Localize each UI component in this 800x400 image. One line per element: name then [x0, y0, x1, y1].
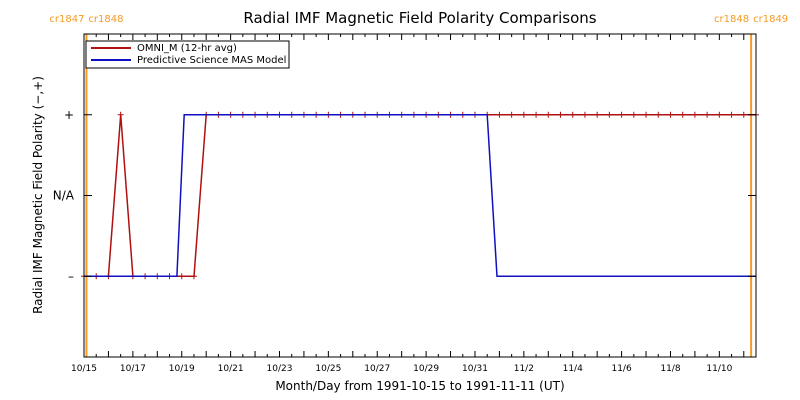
x-tick-label: 10/31	[462, 364, 488, 374]
series-point	[117, 111, 124, 118]
series-point	[667, 111, 674, 118]
series-point	[190, 273, 197, 280]
x-tick-label: 11/2	[514, 364, 534, 374]
carrington-label-left: cr1848	[714, 14, 749, 25]
series-point	[716, 111, 723, 118]
x-tick-label: 10/17	[120, 364, 146, 374]
carrington-label-right: cr1849	[753, 14, 788, 25]
x-tick-label: 10/25	[315, 364, 341, 374]
y-axis-label: Radial IMF Magnetic Field Polarity (−,+)	[31, 76, 45, 314]
x-tick-label: 10/19	[169, 364, 195, 374]
x-tick-label: 11/4	[563, 364, 583, 374]
x-tick-label: 10/15	[71, 364, 97, 374]
series-point	[691, 111, 698, 118]
series-point	[520, 111, 527, 118]
x-axis-label: Month/Day from 1991-10-15 to 1991-11-11 …	[275, 379, 564, 393]
series-point	[581, 111, 588, 118]
x-tick-label: 10/29	[413, 364, 439, 374]
x-tick-label: 10/21	[218, 364, 244, 374]
x-tick-label: 11/6	[611, 364, 631, 374]
y-tick-label: +	[64, 108, 74, 122]
legend: OMNI_M (12-hr avg) Predictive Science MA…	[85, 40, 290, 69]
series-point	[178, 273, 185, 280]
series-point	[496, 111, 503, 118]
series-point	[630, 111, 637, 118]
series-point	[533, 111, 540, 118]
series-point	[728, 111, 735, 118]
series-line-0	[84, 114, 756, 278]
series-point	[557, 111, 564, 118]
series-point	[594, 111, 601, 118]
series-point	[618, 111, 625, 118]
series-point	[569, 111, 576, 118]
series-point	[545, 111, 552, 118]
series-point	[740, 111, 747, 118]
y-tick-label: –	[68, 269, 74, 283]
carrington-label-right: cr1848	[88, 14, 123, 25]
series-point	[643, 111, 650, 118]
carrington-label-left: cr1847	[49, 14, 84, 25]
series-point	[679, 111, 686, 118]
plot-frame	[83, 33, 757, 358]
chart-title: Radial IMF Magnetic Field Polarity Compa…	[243, 9, 596, 27]
series-line-1	[84, 114, 756, 278]
y-axis-ticks: + N/A –	[53, 33, 756, 358]
series-point	[606, 111, 613, 118]
legend-label-omni: OMNI_M (12-hr avg)	[137, 43, 237, 54]
x-tick-label: 11/8	[660, 364, 680, 374]
x-tick-label: 10/23	[267, 364, 293, 374]
series-point	[704, 111, 711, 118]
series-layer	[81, 111, 759, 280]
legend-box	[85, 40, 290, 69]
y-tick-label: N/A	[53, 189, 75, 203]
series-point	[508, 111, 515, 118]
x-tick-label: 11/10	[706, 364, 732, 374]
x-axis-ticks: 10/15 10/17 10/19 10/21 10/23 10/25 10/27 10/29…	[71, 34, 757, 374]
legend-label-model: Predictive Science MAS Model	[137, 55, 286, 66]
series-point	[655, 111, 662, 118]
x-tick-label: 10/27	[364, 364, 390, 374]
